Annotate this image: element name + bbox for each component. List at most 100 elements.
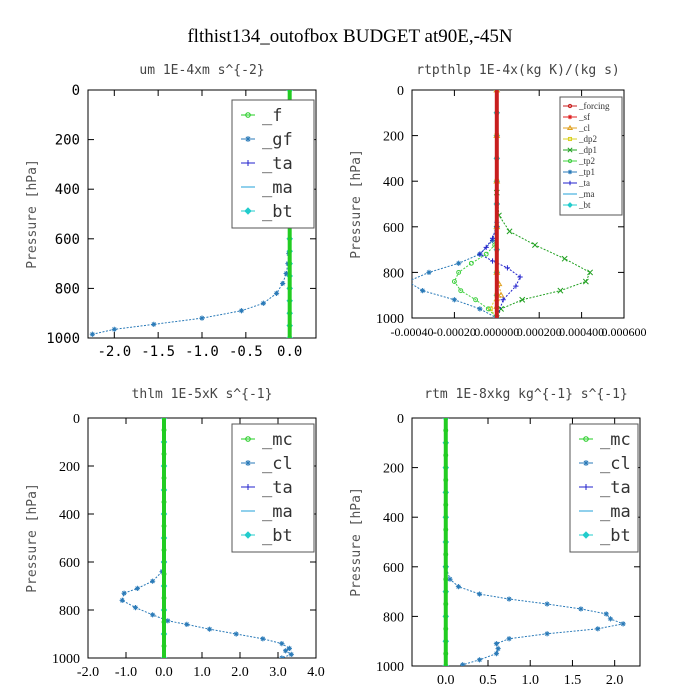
data-point: [495, 646, 501, 652]
legend-marker: [245, 160, 251, 166]
legend-label: _tp1: [578, 167, 595, 177]
legend-label: _ma: [578, 189, 595, 199]
data-point: [184, 621, 190, 627]
data-point: [279, 641, 285, 647]
legend-label: _ma: [262, 502, 293, 522]
y-axis-label: Pressure [hPa]: [349, 149, 364, 259]
data-point: [497, 291, 505, 298]
data-point: [279, 655, 285, 658]
legend: _mc _cl _ta _ma _bt: [569, 423, 639, 553]
plot-frame: [411, 89, 625, 319]
y-tick-label: 400: [55, 182, 80, 198]
x-tick-label: 2.0: [606, 673, 624, 688]
series-line: [412, 222, 498, 318]
legend-label: _ma: [600, 502, 631, 522]
data-point: [485, 306, 491, 312]
y-axis-label: Pressure [hPa]: [25, 483, 40, 593]
y-axis-label: Pressure [hPa]: [25, 159, 40, 269]
legend: _mc _cl _ta _ma _bt: [231, 423, 315, 553]
legend-marker: [245, 112, 251, 118]
data-point: [587, 269, 594, 276]
y-tick-label: 600: [55, 232, 80, 248]
data-point: [165, 618, 171, 624]
x-tick-label: -2.0: [77, 665, 99, 680]
legend-marker: [245, 136, 251, 142]
y-tick-label: 400: [383, 175, 404, 190]
data-point: [451, 279, 457, 284]
data-point: [238, 308, 245, 314]
x-tick-label: -1.0: [185, 344, 219, 360]
panel-title: thlm 1E-5xK s^{-1}: [132, 387, 273, 402]
data-point: [283, 270, 289, 277]
data-point: [150, 578, 156, 584]
data-point: [493, 641, 500, 647]
data-point: [532, 242, 538, 248]
data-point: [506, 228, 513, 235]
legend-marker: [245, 484, 251, 490]
data-point: [476, 591, 483, 597]
series-line: [479, 226, 521, 318]
data-point: [557, 287, 564, 294]
legend-marker: [567, 202, 573, 208]
legend-label: _ta: [578, 178, 590, 188]
x-tick-label: 0.0: [155, 665, 173, 680]
data-point: [273, 290, 280, 296]
y-tick-label: 1000: [376, 312, 404, 327]
y-tick-label: 800: [383, 610, 404, 625]
data-point: [451, 297, 457, 303]
legend-marker: [583, 484, 589, 490]
legend-label: _f: [262, 106, 282, 126]
legend-label: _mc: [262, 430, 293, 450]
panel-title: rtm 1E-8xkg kg^{-1} s^{-1}: [424, 387, 628, 402]
y-tick-label: 800: [383, 266, 404, 281]
y-axis-label: Pressure [hPa]: [349, 487, 364, 597]
legend-marker: [567, 136, 573, 142]
legend-label: _ma: [262, 178, 293, 198]
data-point: [477, 306, 483, 312]
x-tick-label: 0.000400: [559, 325, 604, 339]
x-tick-label: 1.5: [564, 673, 582, 688]
x-tick-label: 1.0: [521, 673, 539, 688]
y-tick-label: 200: [383, 130, 404, 145]
series-group: [442, 418, 626, 666]
data-point: [455, 584, 462, 590]
data-point: [620, 621, 626, 627]
legend-marker: [583, 460, 589, 466]
legend-marker: [244, 531, 252, 539]
legend-label: _cl: [578, 123, 590, 133]
legend-label: _bt: [600, 526, 631, 546]
data-point: [447, 576, 453, 582]
y-tick-label: 400: [59, 508, 80, 523]
legend: _f _gf _ta _ma _bt: [231, 99, 315, 229]
series-line: [92, 253, 290, 335]
x-tick-label: 0.000600: [602, 325, 647, 339]
panel-title: rtpthlp 1E-4x(kg K)/(kg s): [416, 63, 620, 78]
x-tick-label: 3.0: [269, 665, 287, 680]
data-point: [504, 265, 510, 271]
x-tick-label: -0.00020: [433, 325, 476, 339]
x-tick-label: -2.0: [97, 344, 131, 360]
y-tick-label: 0: [397, 412, 404, 427]
y-tick-label: 0: [72, 83, 80, 99]
data-point: [500, 297, 506, 303]
data-point: [199, 315, 205, 321]
data-point: [426, 269, 432, 275]
panel-4: rtm 1E-8xkg kg^{-1} s^{-1} Pressure [hPa]…: [349, 387, 641, 688]
data-point: [150, 612, 156, 618]
figure-title: flthist134_outofbox BUDGET at90E,-45N: [187, 26, 513, 47]
legend-marker: [567, 147, 573, 153]
y-tick-label: 800: [59, 604, 80, 619]
y-tick-label: 0: [73, 412, 80, 427]
legend-label: _bt: [262, 202, 293, 222]
data-point: [544, 601, 550, 607]
series-group: [119, 418, 294, 658]
y-tick-label: 800: [55, 281, 80, 297]
legend-label: _mc: [600, 430, 631, 450]
data-point: [483, 244, 489, 250]
series-line: [453, 226, 498, 318]
data-point: [489, 235, 496, 241]
x-tick-label: 0.0: [437, 673, 455, 688]
data-point: [456, 269, 462, 275]
data-point: [578, 606, 584, 612]
data-point: [513, 283, 519, 289]
